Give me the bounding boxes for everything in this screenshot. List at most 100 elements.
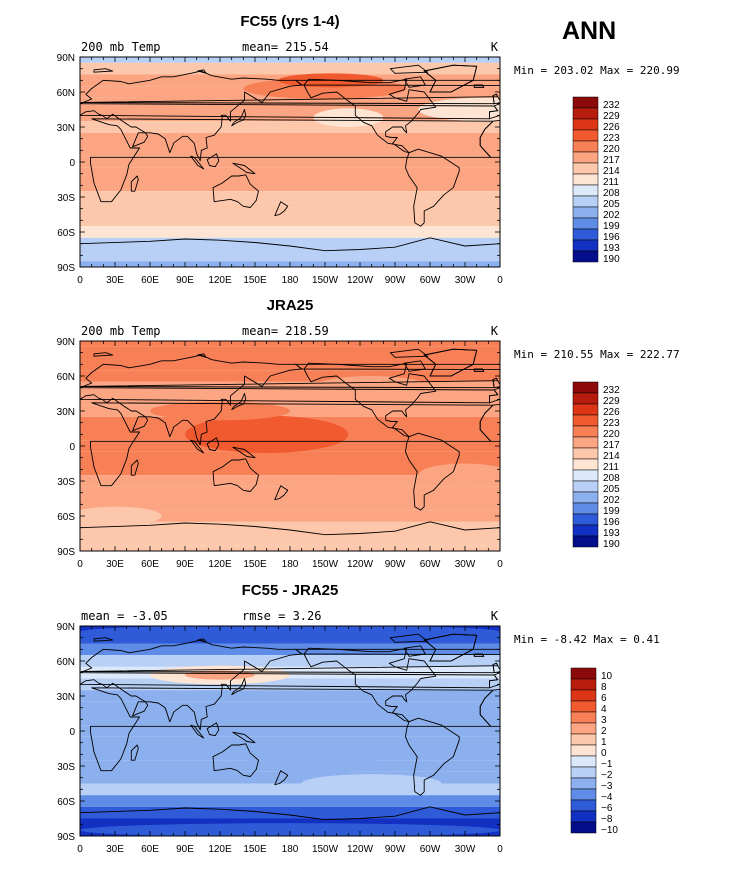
zonal-band-20S — [80, 179, 500, 192]
lon-tick-label: 120W — [347, 275, 374, 286]
colorbar-label: −2 — [601, 770, 613, 781]
coast-australia — [212, 458, 259, 492]
coast-svalbard — [93, 68, 114, 73]
colorbar-swatch — [572, 381, 599, 394]
panel-units: K — [491, 40, 499, 54]
lon-tick-label: 60W — [420, 844, 441, 855]
colorbar-swatch — [572, 217, 599, 230]
zonal-band-10N — [80, 144, 500, 157]
lon-tick-label: 0 — [77, 559, 83, 570]
page-title: ANN — [562, 17, 617, 45]
coast-northamerica — [303, 78, 437, 154]
zonal-band-30S — [80, 191, 500, 203]
colorbar-label: 223 — [603, 133, 620, 144]
colorbar-swatch — [572, 206, 599, 219]
colorbar-label: 217 — [603, 440, 620, 451]
colorbar-swatch — [572, 436, 599, 449]
colorbar-swatch — [572, 491, 599, 504]
colorbar-label: −10 — [601, 825, 618, 836]
lon-tick-label: 150W — [312, 844, 339, 855]
coast-southamerica — [405, 148, 460, 227]
zonal-band-60N — [80, 370, 500, 382]
colorbar-label: 211 — [603, 177, 619, 188]
lon-tick-label: 90E — [176, 844, 194, 855]
colorbar-swatch — [570, 766, 597, 779]
coast-australia — [212, 174, 259, 208]
colorbar-swatch — [572, 469, 599, 482]
panel-title: FC55 (yrs 1-4) — [240, 13, 339, 30]
colorbar-swatch — [572, 458, 599, 471]
zonal-band-60N — [80, 655, 500, 667]
colorbar-label: 10 — [601, 671, 613, 682]
coast-africa — [90, 687, 494, 772]
lon-tick-label: 30W — [455, 275, 476, 286]
zonal-band-50S — [80, 498, 500, 511]
colorbar-swatch — [572, 151, 599, 164]
colorbar-swatch — [572, 425, 599, 438]
colorbar-label: −8 — [601, 814, 613, 825]
colorbar-swatch — [572, 403, 599, 416]
zonal-band-50S — [80, 214, 500, 227]
lon-tick-label: 60E — [141, 844, 159, 855]
lat-tick-label: 90N — [57, 622, 75, 633]
colorbar-swatch — [572, 195, 599, 208]
colorbar-swatch — [572, 524, 599, 537]
lat-tick-label: 30N — [57, 692, 75, 703]
contour-region-1 — [185, 670, 255, 680]
lat-tick-label: 0 — [69, 158, 75, 169]
coast-sumatra — [190, 155, 205, 170]
panel-subtitle-left: 200 mb Temp — [81, 40, 160, 54]
lon-tick-label: 90W — [385, 559, 406, 570]
colorbar-label: 232 — [603, 100, 620, 111]
colorbar: 2322292262232202172142112082052021991961… — [572, 381, 620, 550]
lat-tick-label: 90N — [57, 53, 75, 64]
lat-tick-label: 60S — [57, 797, 75, 808]
coast-japan — [231, 678, 247, 696]
lat-tick-label: 30N — [57, 123, 75, 134]
colorbar-swatch — [572, 107, 599, 120]
zonal-band-50N — [80, 666, 500, 679]
zonal-band-80N — [80, 346, 500, 359]
panel-subtitle-mid: mean= 218.59 — [242, 324, 329, 338]
lon-tick-label: 150E — [243, 844, 267, 855]
contour-region-0 — [185, 415, 349, 454]
lon-tick-label: 60E — [141, 559, 159, 570]
colorbar-swatch — [572, 173, 599, 186]
map-panel-2: JRA25 200 mb Temp mean= 218.59 K 90N 60N 30N 0 3… — [57, 297, 680, 570]
panel-stats: Min = 210.55 Max = 222.77 — [514, 348, 680, 361]
colorbar-label: 229 — [603, 396, 620, 407]
colorbar-swatch — [572, 140, 599, 153]
coast-madagascar — [130, 175, 139, 192]
map-panel-1: FC55 (yrs 1-4) 200 mb Temp mean= 215.54 K 90… — [57, 13, 680, 286]
lon-tick-label: 30E — [106, 844, 124, 855]
lon-tick-label: 180 — [282, 275, 299, 286]
coast-svalbard — [93, 637, 114, 642]
panel-subtitle-mid: rmse = 3.26 — [242, 609, 321, 623]
zonal-band-10S — [80, 167, 500, 180]
coastlines-wrap — [294, 633, 500, 727]
zonal-band-20N — [80, 132, 500, 145]
colorbar-swatch — [572, 250, 599, 263]
coast-madagascar — [130, 459, 139, 476]
coast-newzealand — [274, 201, 289, 217]
colorbar-label: 214 — [603, 166, 620, 177]
colorbar-label: −1 — [601, 759, 613, 770]
lat-tick-label: 60N — [57, 88, 75, 99]
zonal-band-50N — [80, 97, 500, 110]
coast-northamerica — [303, 647, 437, 723]
colorbar-label: 199 — [603, 221, 620, 232]
coast-newzealand — [274, 770, 289, 786]
colorbar-label: 229 — [603, 111, 620, 122]
zonal-band-70S — [80, 237, 500, 250]
lat-tick-label: 30N — [57, 407, 75, 418]
contour-region-3 — [80, 762, 232, 782]
coast-sumatra — [190, 439, 205, 454]
lon-tick-label: 90E — [176, 559, 194, 570]
colorbar-label: 205 — [603, 199, 620, 210]
coast-madagascar — [130, 744, 139, 761]
zonal-band-10N — [80, 713, 500, 726]
lon-tick-label: 90W — [385, 844, 406, 855]
contour-region-4 — [418, 463, 500, 487]
contour-region-3 — [290, 475, 407, 499]
colorbar-label: −3 — [601, 781, 613, 792]
